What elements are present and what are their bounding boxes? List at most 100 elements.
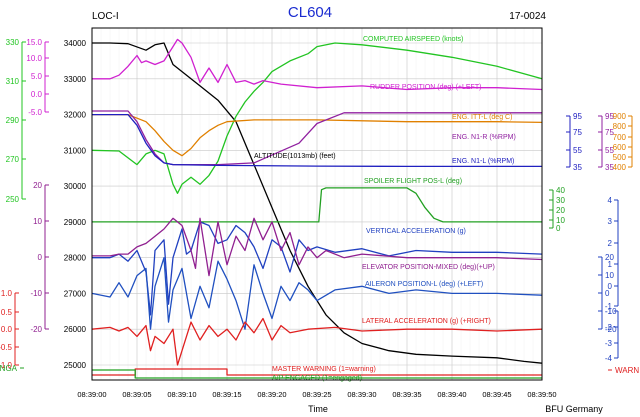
rudder-position-axis-tick-label: -5.0 [28, 108, 42, 117]
altitude-tick-label: 34000 [64, 39, 87, 48]
discrete-axis-tick-label: ENGA [0, 364, 18, 373]
series-label-vertical-acceleration-g: VERTICAL ACCELERATION (g) [366, 228, 466, 235]
lateral-acceleration-axis-tick-label: -1.0 [0, 361, 13, 370]
engine-itt-axis-tick-label: 700 [613, 133, 627, 142]
series-label-eng-itt-l-deg-c: ENG. ITT-L (deg C) [452, 114, 512, 121]
series-line-a-p-engaged-1-engaged [92, 369, 542, 379]
vertical-acceleration-axis-tick-label: 0 [608, 282, 613, 291]
engine-n1r-axis-tick-label: 75 [605, 128, 614, 137]
time-tick-label: 08:39:05 [122, 390, 151, 399]
footer-credit: BFU Germany [545, 404, 603, 414]
series-label-rudder-position-deg-left: RUDDER POSITION (deg) (+LEFT) [370, 84, 481, 91]
series-label-lateral-acceleration-g-right: LATERAL ACCELERATION (g) (+RIGHT) [362, 318, 491, 325]
computed-airspeed-axis-tick-label: 290 [6, 116, 20, 125]
lateral-acceleration-axis-tick-label: 0.5 [1, 308, 13, 317]
altitude-tick-label: 30000 [64, 182, 87, 191]
engine-n1-axis-tick-label: 75 [573, 128, 582, 137]
engine-n1r-axis-tick-label: 95 [605, 112, 614, 121]
time-tick-label: 08:39:20 [257, 390, 286, 399]
series-label-altitude-1013mb-feet: ALTITUDE(1013mb) (feet) [254, 153, 336, 160]
vertical-acceleration-axis-tick-label: 1 [608, 260, 613, 269]
x-axis-title: Time [308, 404, 328, 414]
vertical-acceleration-axis-tick-label: 3 [608, 217, 613, 226]
series-line-eng-n1-r-rpm [92, 110, 542, 166]
series-line-master-warning-1-warning [92, 368, 542, 376]
rudder-position-axis-tick-label: 10.0 [26, 54, 42, 63]
lateral-right-axis-tick-label: -3 [605, 339, 613, 348]
time-tick-label: 08:39:15 [212, 390, 241, 399]
spoiler-axis-tick-label: 30 [556, 196, 565, 205]
elevator-axis-tick-label: -20 [30, 325, 42, 334]
computed-airspeed-axis-tick-label: 270 [6, 155, 20, 164]
spoiler-axis-tick-label: 40 [556, 186, 565, 195]
engine-n1-axis-tick-label: 95 [573, 112, 582, 121]
series-line-altitude-1013mb-feet [92, 42, 543, 364]
lateral-right-axis-tick-label: -1 [605, 307, 613, 316]
computed-airspeed-axis-tick-label: 310 [6, 77, 20, 86]
time-tick-label: 08:39:25 [302, 390, 331, 399]
aileron-axis-tick-label: -10 [605, 307, 617, 316]
series-line-lateral-acceleration-g-right [91, 317, 543, 366]
time-tick-label: 08:39:50 [527, 390, 556, 399]
series-line-eng-itt-l-deg-c [92, 113, 543, 157]
engine-n1-axis-tick-label: 55 [573, 146, 582, 155]
altitude-tick-label: 33000 [64, 75, 87, 84]
engine-n1r-axis-tick-label: 55 [605, 146, 614, 155]
vertical-acceleration-axis-tick-label: 2 [608, 239, 613, 248]
series-line-aileron-position-l-deg-left [91, 257, 543, 330]
rudder-position-axis-tick-label: 0.0 [31, 90, 43, 99]
series-line-computed-airspeed-knots [91, 42, 543, 194]
plot-frame [91, 27, 543, 381]
lateral-right-axis-tick-label: -2 [605, 323, 613, 332]
elevator-axis-tick-label: -10 [30, 289, 42, 298]
lateral-acceleration-axis-tick-label: 0.0 [1, 325, 13, 334]
report-number: 17-0024 [509, 11, 546, 22]
series-label-master-warning-1-warning: MASTER WARNING (1=warning) [272, 366, 376, 373]
series-label-spoiler-flight-pos-l-deg: SPOILER FLIGHT POS-L (deg) [364, 178, 462, 185]
series-label-eng-n1-l-rpm: ENG. N1-L (%RPM) [452, 158, 514, 165]
lateral-acceleration-axis-tick-label: 1.0 [1, 289, 13, 298]
altitude-tick-label: 29000 [64, 218, 87, 227]
series-label-aileron-position-l-deg-left: AILERON POSITION-L (deg) (+LEFT) [365, 281, 483, 288]
engine-n1r-axis-tick-label: 35 [605, 163, 614, 172]
time-axis: 08:39:00 08:39:05 08:39:10 08:39:15 08:39:20… [77, 390, 556, 399]
chart-title: CL604 [288, 4, 332, 21]
rudder-position-axis-tick-label: 5.0 [31, 72, 43, 81]
altitude-tick-label: 28000 [64, 254, 87, 263]
plot-area [91, 38, 543, 379]
elevator-axis-tick-label: 0 [38, 253, 43, 262]
engine-itt-axis-tick-label: 500 [613, 153, 627, 162]
aileron-axis-tick-label: 20 [605, 253, 614, 262]
warn-axis-tick-label: WARN [615, 366, 639, 375]
series-labels: ALTITUDE(1013mb) (feet) COMPUTED AIRSPEED… [254, 36, 516, 382]
altitude-tick-label: 25000 [64, 361, 87, 370]
vertical-acceleration-axis-tick-label: 4 [608, 196, 613, 205]
series-line-rudder-position-deg-left [92, 38, 543, 91]
engine-itt-axis-tick-label: 400 [613, 163, 627, 172]
elevator-axis-tick-label: 10 [33, 217, 42, 226]
rudder-position-axis-tick-label: 15.0 [26, 38, 42, 47]
altitude-tick-label: 31000 [64, 146, 87, 155]
spoiler-axis-tick-label: 10 [556, 216, 565, 225]
engine-itt-axis-tick-label: 900 [613, 112, 627, 121]
engine-itt-axis-tick-label: 600 [613, 143, 627, 152]
series-label-computed-airspeed-knots: COMPUTED AIRSPEED (knots) [363, 36, 463, 43]
time-tick-label: 08:39:40 [437, 390, 466, 399]
elevator-axis-tick-label: 20 [33, 181, 42, 190]
right-axes: 9575553595755535900800700600500400403020… [549, 112, 639, 375]
engine-itt-axis-tick-label: 800 [613, 122, 627, 131]
vertical-acceleration-axis-tick-label: -1 [605, 302, 613, 311]
time-tick-label: 08:39:30 [347, 390, 376, 399]
spoiler-axis-tick-label: 0 [556, 224, 561, 233]
spoiler-axis-tick-label: 20 [556, 206, 565, 215]
altitude-tick-label: 27000 [64, 289, 87, 298]
series-label-elevator-position-mixed-deg-up: ELEVATOR POSITION-MIXED (deg)(+UP) [362, 264, 495, 271]
series-label-a-p-engaged-1-engaged: A/P ENGAGED (1=engaged) [272, 375, 362, 382]
series-line-elevator-position-mixed-deg-up [92, 217, 543, 277]
lateral-right-axis-tick-label: -4 [605, 354, 613, 363]
time-tick-label: 08:39:00 [77, 390, 106, 399]
series-line-eng-n1-l-rpm [92, 113, 542, 168]
time-tick-label: 08:39:35 [392, 390, 421, 399]
aileron-axis-tick-label: -20 [605, 325, 617, 334]
